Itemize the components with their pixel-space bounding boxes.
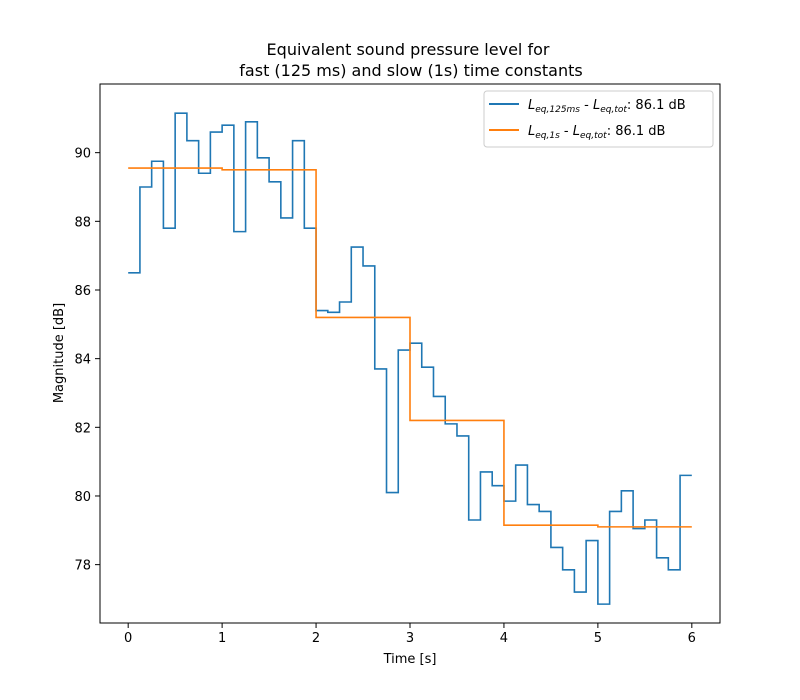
legend-slow-value: : 86.1 dB <box>607 124 666 139</box>
y-tick-label: 88 <box>74 215 91 230</box>
series-line-slow <box>128 167 692 528</box>
legend-fast-main2: L <box>593 98 600 113</box>
legend-fast-mid: - <box>580 98 593 113</box>
x-tick-label: 6 <box>688 631 696 646</box>
y-tick-label: 84 <box>74 353 91 368</box>
legend-slow-mid: - <box>560 124 573 139</box>
legend: Leq,125ms - Leq,tot: 86.1 dB Leq,1s - Le… <box>483 90 714 148</box>
legend-label-fast: Leq,125ms - Leq,tot: 86.1 dB <box>528 98 686 115</box>
legend-slow-main: L <box>528 124 535 139</box>
y-tick-label: 80 <box>74 490 91 505</box>
x-tick-label: 1 <box>218 631 226 646</box>
legend-slow-sub1: eq,1s <box>535 131 560 141</box>
legend-slow-sub2: eq,tot <box>580 131 607 141</box>
x-tick-label: 0 <box>124 631 132 646</box>
x-tick-label: 5 <box>594 631 602 646</box>
series-layer <box>128 112 692 605</box>
legend-fast-sub2: eq,tot <box>600 105 627 115</box>
y-tick-label: 86 <box>74 284 91 299</box>
legend-fast-sub1: eq,125ms <box>535 105 580 115</box>
plot-frame <box>99 83 721 624</box>
legend-label-slow: Leq,1s - Leq,tot: 86.1 dB <box>528 124 665 141</box>
axis-ticks: 0 1 2 3 4 5 6 78 80 82 84 86 88 90 <box>74 147 696 646</box>
chart-title-line2: fast (125 ms) and slow (1s) time constan… <box>239 61 582 80</box>
x-tick-label: 2 <box>312 631 320 646</box>
legend-slow-main2: L <box>573 124 580 139</box>
y-axis-label: Magnitude [dB] <box>52 303 67 403</box>
legend-box <box>483 90 714 148</box>
legend-fast-main: L <box>528 98 535 113</box>
y-tick-label: 78 <box>74 559 91 574</box>
x-tick-label: 3 <box>406 631 414 646</box>
legend-fast-value: : 86.1 dB <box>627 98 686 113</box>
x-axis-label: Time [s] <box>383 652 437 667</box>
y-tick-label: 82 <box>74 421 91 436</box>
x-tick-label: 4 <box>500 631 508 646</box>
chart-title-line1: Equivalent sound pressure level for <box>267 40 550 59</box>
y-tick-label: 90 <box>74 147 91 162</box>
